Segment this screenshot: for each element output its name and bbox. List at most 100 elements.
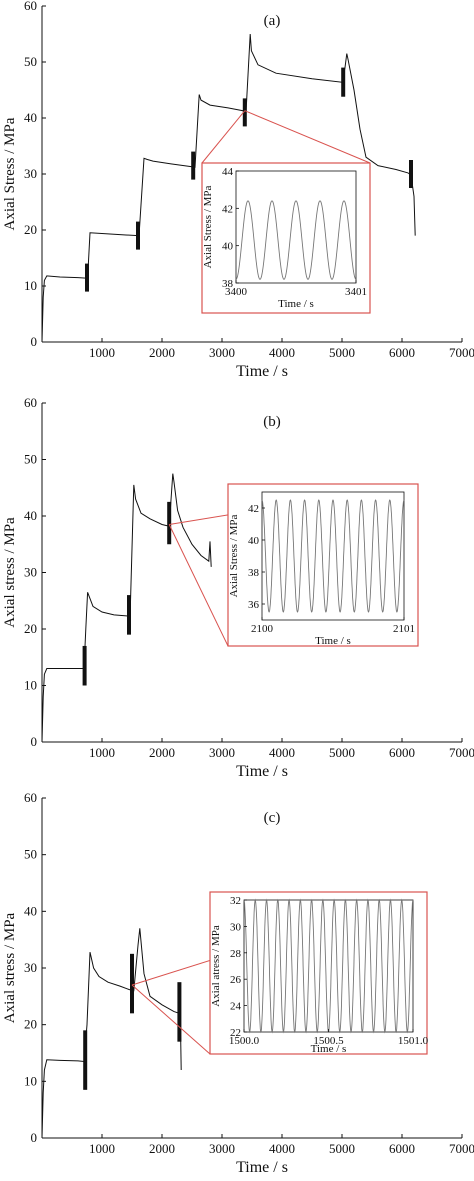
inset-series-line xyxy=(261,499,405,613)
oscillation-band xyxy=(85,263,89,292)
x-tick-label: 4000 xyxy=(269,1141,295,1156)
oscillation-band xyxy=(191,151,196,180)
inset-x-tick-label: 1501.0 xyxy=(398,1035,429,1047)
x-axis-label: Time / s xyxy=(236,1159,288,1176)
x-tick-label: 4000 xyxy=(269,345,295,360)
y-tick-label: 10 xyxy=(24,678,37,693)
chart-panel-1: 0 10 20 30 40 50 60 1000 2000 3000 4000 5000 6000 700… xyxy=(2,0,474,380)
x-tick-label: 4000 xyxy=(269,745,295,760)
oscillation-band xyxy=(127,595,131,635)
x-tick-label: 7000 xyxy=(449,345,474,360)
x-tick-label: 7000 xyxy=(449,1141,474,1156)
x-tick-label: 2000 xyxy=(149,745,175,760)
inset-y-axis-label: Axial atress / MPa xyxy=(210,925,222,1007)
x-axis-label: Time / s xyxy=(236,363,288,380)
y-axis-label: Axial stress / MPa xyxy=(2,912,18,1023)
y-tick-label: 20 xyxy=(24,222,37,237)
inset-y-tick-label: 40 xyxy=(248,535,260,547)
inset-x-tick-label: 3400 xyxy=(225,286,248,298)
zoom-connector xyxy=(168,524,229,647)
x-tick-label: 6000 xyxy=(389,745,415,760)
x-tick-label: 3000 xyxy=(209,1141,235,1156)
inset-x-tick-label: 1500.0 xyxy=(229,1035,260,1047)
x-tick-label: 3000 xyxy=(209,745,235,760)
panel-label: (b) xyxy=(263,414,281,430)
y-tick-label: 50 xyxy=(24,452,37,467)
panel-label: (c) xyxy=(264,810,281,826)
zoom-connector xyxy=(244,110,371,164)
oscillation-band xyxy=(130,953,134,1014)
y-tick-label: 30 xyxy=(24,166,37,181)
x-tick-label: 5000 xyxy=(329,345,355,360)
y-tick-label: 20 xyxy=(24,621,37,636)
x-tick-label: 6000 xyxy=(389,345,415,360)
zoom-connector xyxy=(201,110,246,164)
inset-y-tick-label: 42 xyxy=(248,503,259,515)
y-tick-label: 60 xyxy=(24,790,37,805)
y-tick-label: 40 xyxy=(24,903,37,918)
inset-x-axis-label: Time / s xyxy=(278,298,314,310)
y-tick-label: 40 xyxy=(24,508,37,523)
y-tick-label: 20 xyxy=(24,1017,37,1032)
inset-y-tick-label: 28 xyxy=(230,948,242,960)
oscillation-band xyxy=(83,1030,88,1090)
series-line xyxy=(41,473,212,743)
x-tick-label: 1000 xyxy=(89,345,115,360)
y-tick-label: 60 xyxy=(24,0,37,13)
y-tick-label: 50 xyxy=(24,54,37,69)
x-tick-label: 3000 xyxy=(209,345,235,360)
chart-panel-2: 0 10 20 30 40 50 60 1000 2000 3000 4000 5000 6000 700… xyxy=(2,395,474,780)
y-tick-label: 0 xyxy=(31,734,38,749)
panel-label: (a) xyxy=(264,13,281,29)
inset-border xyxy=(201,162,371,314)
inset-y-tick-label: 44 xyxy=(222,166,234,178)
inset-y-tick-label: 38 xyxy=(222,278,234,290)
inset-y-tick-label: 26 xyxy=(230,974,242,986)
y-tick-label: 60 xyxy=(24,395,37,410)
x-tick-label: 6000 xyxy=(389,1141,415,1156)
y-axis-label: Axial Stress / MPa xyxy=(2,117,18,230)
y-tick-label: 10 xyxy=(24,278,37,293)
inset-y-tick-label: 42 xyxy=(222,203,233,215)
x-tick-label: 1000 xyxy=(89,745,115,760)
oscillation-band xyxy=(167,501,172,545)
oscillation-band xyxy=(82,645,87,686)
inset-chart: 38 40 42 44 3400 3401 Time / s Axial Stress / M… xyxy=(201,162,371,314)
y-tick-label: 30 xyxy=(24,565,37,580)
y-tick-label: 0 xyxy=(31,334,38,349)
inset-y-tick-label: 38 xyxy=(248,567,260,579)
inset-y-axis-label: Axial Stress / MPa xyxy=(228,514,240,597)
inset-y-tick-label: 40 xyxy=(222,241,234,253)
series-line xyxy=(41,928,182,1139)
inset-x-tick-label: 2101 xyxy=(393,623,415,635)
inset-y-tick-label: 22 xyxy=(230,1027,241,1039)
y-tick-label: 50 xyxy=(24,847,37,862)
inset-x-tick-label: 3401 xyxy=(345,286,367,298)
x-tick-label: 5000 xyxy=(329,745,355,760)
inset-y-axis-label: Axial Stress / MPa xyxy=(202,185,214,268)
y-tick-label: 10 xyxy=(24,1073,37,1088)
oscillation-band xyxy=(177,982,182,1042)
oscillation-band xyxy=(409,160,413,188)
x-tick-label: 7000 xyxy=(449,745,474,760)
inset-x-tick-label: 2100 xyxy=(251,623,274,635)
y-tick-label: 40 xyxy=(24,110,37,125)
oscillation-band xyxy=(341,67,346,97)
inset-x-tick-label: 1500.5 xyxy=(313,1035,344,1047)
inset-border xyxy=(209,891,428,1055)
inset-plot-frame xyxy=(235,170,357,284)
x-tick-label: 2000 xyxy=(149,1141,175,1156)
oscillation-band xyxy=(242,98,247,127)
y-axis-label: Axial stress / MPa xyxy=(2,517,18,628)
oscillation-band xyxy=(136,221,140,250)
y-tick-label: 0 xyxy=(31,1130,38,1145)
zoom-connector xyxy=(131,984,211,1055)
x-tick-label: 1000 xyxy=(89,1141,115,1156)
inset-y-tick-label: 36 xyxy=(248,599,260,611)
inset-x-axis-label: Time / s xyxy=(311,1043,347,1055)
inset-y-tick-label: 32 xyxy=(230,895,241,907)
inset-plot-frame xyxy=(261,491,405,621)
inset-y-tick-label: 24 xyxy=(230,1001,242,1013)
inset-y-tick-label: 30 xyxy=(230,921,242,933)
